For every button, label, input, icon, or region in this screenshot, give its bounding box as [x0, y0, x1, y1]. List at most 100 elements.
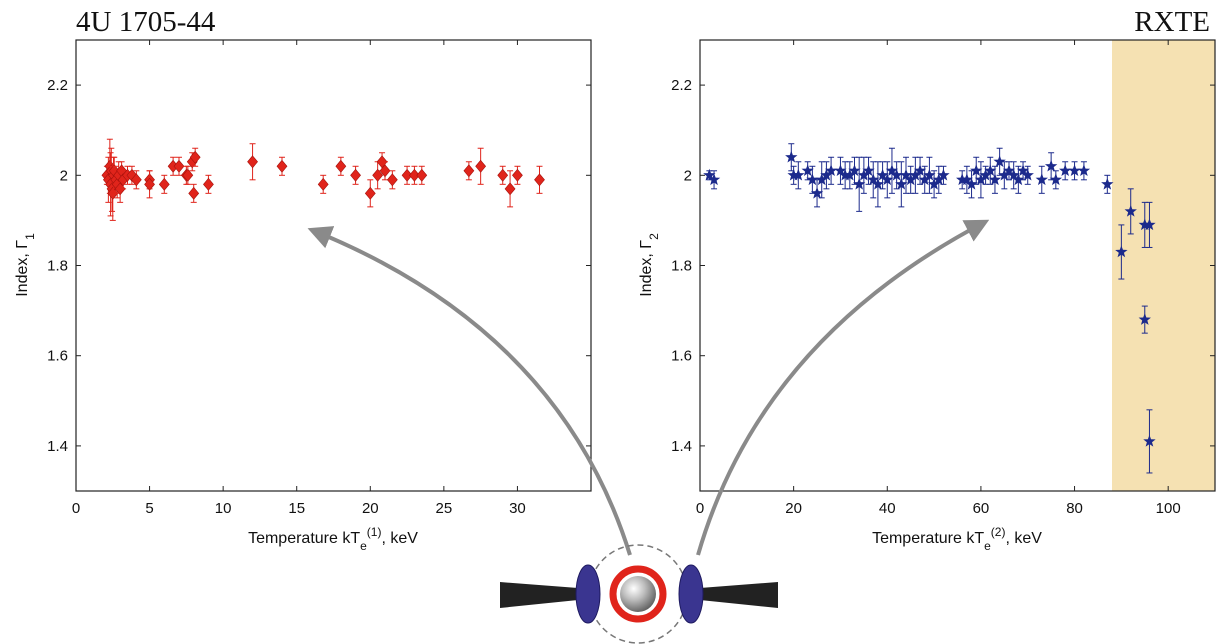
y-tick-label: 1.4	[47, 438, 68, 455]
data-point	[188, 183, 200, 203]
data-point	[815, 161, 828, 199]
star-marker	[834, 164, 847, 177]
diamond-marker	[350, 168, 361, 182]
data-point	[1124, 188, 1137, 235]
data-point	[416, 165, 428, 185]
star-marker	[974, 173, 988, 186]
data-point	[913, 156, 927, 185]
data-point	[1068, 161, 1081, 181]
accretion-schematic	[500, 544, 778, 644]
right-ticks: 0 20 40 60 80 100 1.4 1.6 1.8 2 2.2	[671, 40, 1215, 517]
y-tick-label: 2.2	[47, 77, 68, 94]
right-highlight-layer	[1112, 40, 1215, 491]
y-tick-label: 2	[684, 167, 692, 184]
star-marker	[932, 173, 945, 186]
data-point	[1143, 409, 1156, 474]
star-marker	[923, 168, 936, 181]
data-point	[923, 156, 936, 194]
diamond-marker	[416, 168, 428, 182]
data-point	[787, 165, 800, 185]
star-marker	[1068, 164, 1081, 177]
star-marker	[1044, 159, 1058, 172]
data-point	[885, 147, 899, 194]
data-point	[960, 165, 974, 194]
star-marker	[853, 177, 866, 190]
star-marker	[1115, 245, 1128, 258]
left-plot-frame	[75, 39, 592, 492]
data-point	[1035, 165, 1048, 194]
star-marker	[1124, 204, 1137, 217]
diamond-marker	[247, 155, 258, 169]
diamond-marker	[276, 159, 288, 173]
right-plot-frame	[699, 39, 1216, 492]
star-marker	[1138, 218, 1151, 231]
data-point	[189, 147, 201, 167]
data-point	[247, 143, 258, 181]
y-tick-label: 1.8	[671, 258, 692, 275]
x-tick-label: 20	[785, 500, 802, 517]
star-marker	[956, 173, 969, 186]
x-tick-label: 10	[215, 500, 232, 517]
diamond-marker	[173, 159, 185, 173]
neutron-star-icon	[620, 576, 656, 612]
y-tick-label: 1.4	[671, 438, 692, 455]
star-marker	[867, 173, 880, 186]
star-marker	[838, 168, 852, 181]
x-tick-label: 0	[696, 500, 704, 517]
star-marker	[871, 177, 885, 190]
data-point	[182, 165, 194, 185]
right-panel-title: RXTE	[1134, 6, 1210, 38]
data-point	[974, 161, 988, 199]
star-marker	[1012, 173, 1025, 186]
data-point	[409, 165, 420, 185]
data-point	[707, 170, 721, 190]
data-point	[970, 156, 983, 185]
diamond-marker	[475, 159, 487, 173]
x-tick-label: 40	[879, 500, 896, 517]
star-marker	[904, 173, 917, 186]
data-point	[1138, 305, 1151, 334]
star-marker	[965, 177, 978, 190]
data-point	[792, 161, 805, 190]
star-marker	[1143, 434, 1156, 447]
data-point	[806, 165, 819, 194]
data-point	[843, 161, 856, 190]
diamond-marker	[203, 177, 214, 191]
data-point	[881, 161, 894, 199]
star-marker	[895, 177, 908, 190]
right-curved-arrow	[696, 219, 990, 556]
data-point	[820, 161, 833, 190]
star-marker	[815, 173, 828, 186]
data-point	[1012, 165, 1025, 194]
diamond-marker	[409, 168, 420, 182]
star-marker	[876, 168, 889, 181]
star-marker	[960, 173, 974, 186]
x-tick-label: 15	[288, 500, 305, 517]
left-ticks: 0 5 10 15 20 25 30 1.4 1.6 1.8 2 2.2	[47, 40, 591, 517]
star-marker	[979, 168, 992, 181]
diamond-marker	[130, 173, 142, 187]
diamond-marker	[189, 150, 201, 164]
data-point	[364, 179, 376, 208]
data-point	[475, 147, 487, 185]
star-marker	[970, 164, 983, 177]
star-marker	[984, 164, 997, 177]
data-point	[895, 161, 908, 208]
data-point	[862, 156, 875, 185]
accretion-disk-left-icon	[500, 582, 578, 608]
star-marker	[1016, 164, 1030, 177]
data-point	[386, 170, 398, 190]
diamond-marker	[401, 168, 413, 182]
accretion-disk-right-icon	[700, 582, 778, 608]
data-point	[173, 156, 185, 176]
diamond-marker	[504, 182, 516, 196]
data-point	[1101, 174, 1114, 194]
y-tick-label: 1.8	[47, 258, 68, 275]
left-cloud-icon	[575, 564, 601, 624]
diamond-marker	[317, 177, 329, 191]
data-point	[834, 156, 847, 185]
diamond-marker	[534, 173, 545, 187]
data-point	[144, 170, 155, 199]
data-point	[317, 174, 329, 194]
